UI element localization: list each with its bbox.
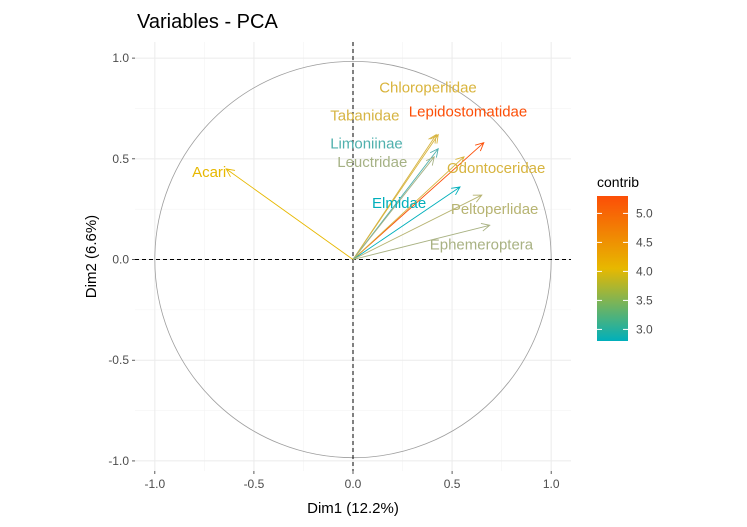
legend-colorbar: [597, 196, 628, 341]
legend-title: contrib: [597, 174, 639, 190]
label-peltoperlidae: Peltoperlidae: [451, 201, 539, 218]
arrow-odontoceridae: [352, 156, 465, 260]
label-ephemeroptera: Ephemeroptera: [430, 236, 534, 253]
arrow-peltoperlidae: [352, 194, 483, 260]
y-tick-label: 0.0: [112, 253, 129, 267]
y-tick-label: 1.0: [112, 51, 129, 65]
x-axis-title: Dim1 (12.2%): [307, 500, 399, 517]
label-odontoceridae: Odontoceridae: [447, 160, 545, 177]
chart-title: Variables - PCA: [137, 11, 278, 33]
x-tick-label: 0.5: [444, 477, 461, 491]
legend-tick-label: 4.5: [636, 235, 653, 249]
arrow-tabanidae: [352, 133, 437, 260]
variable-arrows: [225, 133, 491, 260]
x-tick-label: 1.0: [543, 477, 560, 491]
arrow-acari: [225, 168, 354, 260]
contrib-legend: contrib 3.0 3.5 4.0 4.5 5.0: [597, 174, 653, 341]
x-tick-label: -1.0: [144, 477, 165, 491]
arrow-elmidae: [352, 186, 461, 260]
variable-labels: Acari Chloroperlidae Tabanidae Lepidostomat…: [192, 80, 545, 254]
x-tick-label: -0.5: [244, 477, 265, 491]
legend-tick-label: 3.5: [636, 293, 653, 307]
arrow-ephemeroptera: [352, 223, 491, 260]
legend-ticks: 3.0 3.5 4.0 4.5 5.0: [597, 206, 653, 336]
x-axis-ticks: -1.0 -0.5 0.0 0.5 1.0: [144, 471, 560, 491]
y-axis-title: Dim2 (6.6%): [83, 215, 100, 298]
y-tick-label: 0.5: [112, 152, 129, 166]
y-tick-label: -1.0: [108, 454, 129, 468]
label-acari: Acari: [192, 164, 226, 181]
x-tick-label: 0.0: [345, 477, 362, 491]
y-tick-label: -0.5: [108, 353, 129, 367]
legend-tick-label: 3.0: [636, 322, 653, 336]
arrow-leuctridae: [352, 155, 435, 260]
y-axis-ticks: -1.0 -0.5 0.0 0.5 1.0: [108, 51, 135, 468]
label-chloroperlidae: Chloroperlidae: [379, 80, 477, 97]
label-elmidae: Elmidae: [372, 195, 426, 212]
legend-tick-label: 4.0: [636, 264, 653, 278]
label-leuctridae: Leuctridae: [337, 154, 407, 171]
label-tabanidae: Tabanidae: [330, 108, 399, 125]
label-limoniinae: Limoniinae: [330, 136, 403, 153]
legend-tick-label: 5.0: [636, 206, 653, 220]
label-lepidostomatidae: Lepidostomatidae: [409, 104, 527, 121]
